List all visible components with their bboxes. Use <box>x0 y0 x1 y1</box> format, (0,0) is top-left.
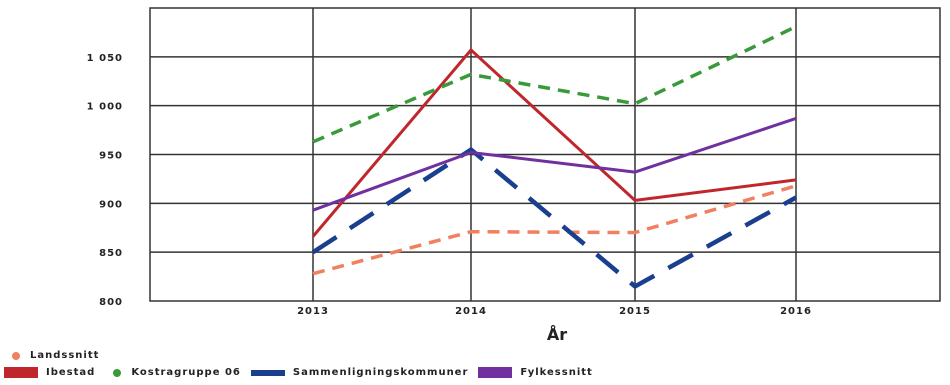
y-tick-label: 1 050 <box>87 53 123 64</box>
legend-item-ibestad: Ibestad <box>4 367 95 378</box>
y-tick-label: 850 <box>99 248 123 259</box>
legend-swatch <box>250 369 285 376</box>
grid <box>149 7 941 302</box>
legend-label: Ibestad <box>46 367 96 378</box>
x-tick-label: 2016 <box>780 306 812 317</box>
legend-item-fylkessnitt: Fylkessnitt <box>478 367 592 378</box>
x-tick-label: 2014 <box>455 306 487 317</box>
series-line-sammenligningskommuner <box>311 147 798 289</box>
legend-item-kostragruppe: Kostragruppe 06 <box>105 367 241 378</box>
legend: Landssnitt Ibestad Kostragruppe 06 Samme… <box>4 347 944 381</box>
y-tick-label: 800 <box>99 297 123 308</box>
x-tick-label: 2013 <box>297 306 329 317</box>
x-axis-title: År <box>547 325 567 344</box>
legend-swatch <box>478 367 513 378</box>
legend-row-1: Landssnitt <box>4 347 944 364</box>
y-tick-label: 950 <box>99 151 123 162</box>
series-line-fylkessnitt <box>312 116 797 212</box>
y-axis-ticks: 800 850 900 950 1 000 1 050 <box>87 53 123 308</box>
legend-row-2: Ibestad Kostragruppe 06 Sammenligningsko… <box>4 364 944 381</box>
series-line-landssnitt <box>312 184 797 276</box>
x-axis-ticks: 2013 2014 2015 2016 <box>297 306 812 317</box>
series-line-ibestad <box>311 48 797 238</box>
legend-label: Fylkessnitt <box>520 367 593 378</box>
legend-label: Landssnitt <box>30 350 100 361</box>
legend-label: Kostragruppe 06 <box>131 367 241 378</box>
legend-item-sammenligningskommuner: Sammenligningskommuner <box>250 367 469 378</box>
y-tick-label: 1 000 <box>87 102 123 113</box>
legend-label: Sammenligningskommuner <box>292 367 469 378</box>
legend-swatch <box>4 367 38 378</box>
series-line-kostragruppe-06 <box>312 25 797 144</box>
legend-swatch <box>113 368 122 377</box>
legend-item-landssnitt: Landssnitt <box>4 350 99 361</box>
legend-swatch <box>12 351 20 360</box>
x-tick-label: 2015 <box>619 306 651 317</box>
series-lines <box>311 25 798 289</box>
y-tick-label: 900 <box>99 199 123 210</box>
